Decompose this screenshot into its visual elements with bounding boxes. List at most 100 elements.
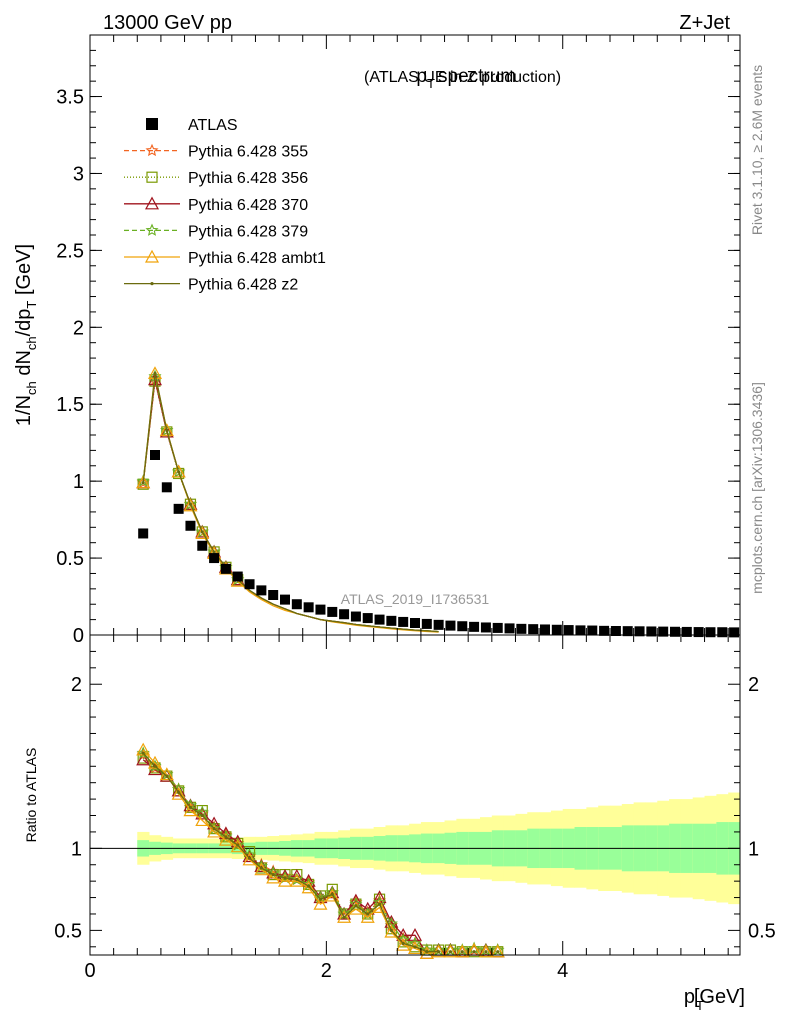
legend-marker-ambt1: [144, 249, 160, 263]
ratio-tick-label-right: 2: [748, 674, 759, 696]
atlas-point: [138, 528, 149, 539]
atlas-point: [658, 626, 669, 637]
y-tick-label: 1.5: [56, 394, 84, 416]
atlas-point: [729, 627, 740, 638]
ratio-point-z2: [224, 835, 228, 839]
atlas-point: [280, 594, 290, 605]
main-marks: [136, 366, 740, 638]
point-ambt1: [171, 464, 186, 478]
ratio-point-z2: [177, 790, 181, 795]
legend-label-z2: Pythia 6.428 z2: [188, 277, 298, 294]
point-z2: [153, 371, 157, 376]
ratio-tick-label: 2: [71, 674, 82, 696]
point-ambt1: [195, 526, 210, 540]
ratio-point-z2: [354, 904, 358, 908]
atlas-point: [173, 503, 184, 514]
mcplots-label: mcplots.cern.ch [arXiv:1306.3436]: [749, 382, 765, 594]
ratio-point-ambt1: [313, 896, 328, 910]
ratio-point-z2: [141, 751, 145, 755]
ratio-point-z2: [484, 950, 488, 954]
atlas-point: [161, 482, 172, 493]
ratio-point-ambt1: [443, 944, 458, 958]
legend-label-p355: Pythia 6.428 355: [188, 144, 308, 161]
ratio-point-p379: [361, 907, 375, 920]
atlas-point: [516, 623, 527, 634]
rivet-text: Rivet 3.1.10, ≥ 2.6M events: [749, 65, 765, 235]
atlas-point: [244, 579, 255, 590]
plot-title-note: (ATLAS UE in Z production): [364, 69, 561, 86]
ratio-point-z2: [318, 897, 323, 901]
atlas-point: [386, 615, 397, 626]
y-tick-label: 2.5: [56, 240, 84, 262]
ratio-point-ambt1: [171, 786, 186, 800]
atlas-point: [717, 627, 728, 638]
ratio-plot-frame: [89, 634, 741, 956]
atlas-point: [540, 624, 550, 635]
ratio-point-p356: [385, 923, 397, 935]
ratio-point-z2: [366, 912, 370, 916]
point-ambt1: [183, 498, 198, 512]
x-label-sub: T: [696, 998, 704, 1013]
y-tick-label: 3: [73, 163, 84, 185]
ratio-point-z2: [448, 950, 453, 954]
atlas-point: [232, 571, 243, 582]
point-z2: [188, 502, 193, 506]
point-z2: [177, 470, 181, 474]
ratio-point-ambt1: [337, 910, 352, 923]
legend-marker-p355: [145, 143, 159, 157]
ratio-point-z2: [472, 950, 476, 954]
atlas-point: [480, 622, 491, 633]
atlas-point: [693, 627, 704, 638]
atlas-point: [705, 627, 716, 638]
ratio-point-z2: [247, 856, 252, 860]
y-tick-label: 3.5: [56, 87, 84, 109]
ratio-point-p356: [184, 801, 197, 813]
atlas-point: [528, 624, 539, 635]
ratio-point-ambt1: [195, 813, 210, 827]
ratio-point-ambt1: [230, 839, 245, 853]
atlas-point: [268, 590, 279, 600]
atlas-point: [398, 616, 409, 627]
atlas-point: [445, 620, 456, 631]
ratio-point-z2: [200, 813, 204, 818]
ratio-point-ambt1: [277, 873, 293, 887]
ratio-point-z2: [389, 928, 393, 932]
atlas-point: [327, 606, 338, 617]
atlas-point: [622, 626, 633, 637]
legend-label-p370: Pythia 6.428 370: [188, 197, 308, 214]
atlas-point: [291, 599, 302, 610]
plot-title-main: spectrum: [438, 66, 516, 87]
ratio-point-p370: [136, 752, 151, 766]
ratio-point-z2: [437, 950, 441, 954]
atlas-point: [362, 613, 373, 624]
y-tick-label: 2: [73, 317, 84, 339]
atlas-point: [457, 621, 468, 632]
legend-label-ambt1: Pythia 6.428 ambt1: [188, 250, 326, 267]
ratio-point-z2: [165, 774, 169, 778]
x-label-unit: [GeV]: [694, 986, 745, 1008]
point-p356: [173, 467, 185, 480]
point-p379: [172, 464, 186, 478]
atlas-point: [492, 622, 503, 633]
legend-marker-z2: [150, 282, 154, 286]
legend-label-p356: Pythia 6.428 356: [188, 170, 308, 187]
legend-label-atlas: ATLAS: [188, 117, 238, 134]
ratio-point-z2: [212, 827, 216, 831]
ratio-y-ticks: 0.5 0.5 1 1 2 2: [54, 650, 776, 948]
atlas-point: [433, 619, 444, 630]
ratio-point-z2: [377, 902, 382, 906]
atlas-point: [681, 626, 692, 637]
series-line-z2: [142, 373, 439, 633]
ratio-line-ambt1: [142, 749, 439, 955]
point-z2: [165, 428, 169, 432]
ratio-point-ambt1: [301, 880, 316, 894]
ratio-plot: 0.5 0.5 1 1 2 2 0 2 4: [54, 35, 776, 982]
ratio-point-p356: [468, 946, 480, 958]
ratio-point-z2: [283, 876, 287, 880]
ratio-point-p370: [407, 928, 423, 941]
ratio-point-z2: [259, 866, 263, 870]
x-tick-label: 4: [557, 960, 568, 982]
ratio-point-z2: [307, 884, 311, 888]
ratio-point-z2: [496, 950, 500, 954]
